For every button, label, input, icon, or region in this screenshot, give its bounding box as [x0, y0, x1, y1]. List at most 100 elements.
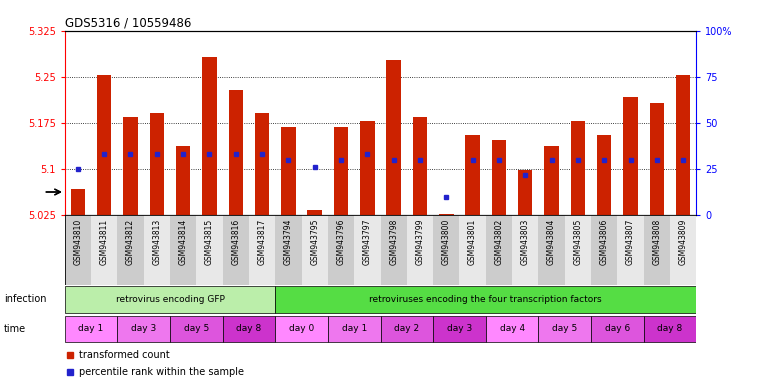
Text: day 8: day 8	[236, 324, 262, 333]
Bar	[433, 316, 486, 342]
Text: day 1: day 1	[342, 324, 367, 333]
Text: GSM943804: GSM943804	[547, 219, 556, 265]
Text: GSM943806: GSM943806	[600, 219, 609, 265]
Bar	[539, 316, 591, 342]
Bar	[644, 215, 670, 285]
Text: GSM943796: GSM943796	[336, 219, 345, 265]
Text: GSM943815: GSM943815	[205, 219, 214, 265]
Bar	[65, 316, 117, 342]
Bar	[676, 75, 690, 215]
Bar	[460, 215, 486, 285]
Bar	[407, 215, 433, 285]
Bar	[623, 97, 638, 215]
Bar	[202, 56, 217, 215]
Text: GSM943795: GSM943795	[310, 219, 319, 265]
Bar	[571, 121, 585, 215]
Text: day 1: day 1	[78, 324, 103, 333]
Text: GSM943801: GSM943801	[468, 219, 477, 265]
Text: day 0: day 0	[289, 324, 314, 333]
Bar	[544, 146, 559, 215]
Text: retrovirus encoding GFP: retrovirus encoding GFP	[116, 295, 224, 304]
Text: GSM943811: GSM943811	[100, 219, 109, 265]
Bar	[565, 215, 591, 285]
Bar	[387, 60, 401, 215]
Text: GSM943812: GSM943812	[126, 219, 135, 265]
Text: infection: infection	[4, 294, 46, 305]
Bar	[591, 215, 617, 285]
Bar	[334, 127, 349, 215]
Bar	[123, 117, 138, 215]
Text: time: time	[4, 324, 26, 334]
Text: GSM943805: GSM943805	[573, 219, 582, 265]
Bar	[196, 215, 222, 285]
Text: GSM943807: GSM943807	[626, 219, 635, 265]
Text: transformed count: transformed count	[78, 350, 170, 360]
Bar	[117, 215, 144, 285]
Text: day 5: day 5	[183, 324, 209, 333]
Bar	[328, 316, 380, 342]
Bar	[281, 127, 295, 215]
Text: GSM943817: GSM943817	[257, 219, 266, 265]
Bar	[439, 214, 454, 215]
Text: day 6: day 6	[605, 324, 630, 333]
Bar	[466, 136, 480, 215]
Bar	[144, 215, 170, 285]
Text: day 8: day 8	[658, 324, 683, 333]
Text: GSM943808: GSM943808	[652, 219, 661, 265]
Text: day 5: day 5	[552, 324, 578, 333]
Text: GSM943797: GSM943797	[363, 219, 372, 265]
Bar	[492, 140, 506, 215]
Bar	[644, 316, 696, 342]
Text: GSM943810: GSM943810	[73, 219, 82, 265]
Bar	[170, 215, 196, 285]
Bar	[249, 215, 275, 285]
Bar	[518, 170, 533, 215]
Text: GSM943803: GSM943803	[521, 219, 530, 265]
Text: GSM943802: GSM943802	[495, 219, 504, 265]
Bar	[275, 316, 328, 342]
Bar	[591, 316, 644, 342]
Bar	[650, 103, 664, 215]
Text: GSM943800: GSM943800	[442, 219, 451, 265]
Bar	[176, 146, 190, 215]
Text: GSM943794: GSM943794	[284, 219, 293, 265]
Bar	[433, 215, 460, 285]
Bar	[65, 215, 91, 285]
Bar	[275, 215, 301, 285]
Text: day 3: day 3	[131, 324, 156, 333]
Bar	[255, 113, 269, 215]
Bar	[65, 286, 275, 313]
Bar	[360, 121, 374, 215]
Bar	[412, 117, 427, 215]
Bar	[275, 286, 696, 313]
Bar	[117, 316, 170, 342]
Bar	[328, 215, 354, 285]
Bar	[71, 189, 85, 215]
Bar	[228, 91, 243, 215]
Text: GSM943816: GSM943816	[231, 219, 240, 265]
Bar	[597, 136, 611, 215]
Text: percentile rank within the sample: percentile rank within the sample	[78, 366, 244, 377]
Text: GSM943799: GSM943799	[416, 219, 425, 265]
Bar	[512, 215, 539, 285]
Bar	[354, 215, 380, 285]
Text: GSM943798: GSM943798	[389, 219, 398, 265]
Text: day 2: day 2	[394, 324, 419, 333]
Bar	[486, 215, 512, 285]
Bar	[380, 215, 407, 285]
Bar	[97, 75, 111, 215]
Text: GSM943809: GSM943809	[679, 219, 688, 265]
Bar	[539, 215, 565, 285]
Bar	[486, 316, 539, 342]
Bar	[223, 215, 249, 285]
Bar	[617, 215, 644, 285]
Bar	[150, 113, 164, 215]
Text: day 3: day 3	[447, 324, 472, 333]
Bar	[91, 215, 117, 285]
Bar	[223, 316, 275, 342]
Text: GSM943814: GSM943814	[179, 219, 188, 265]
Bar	[670, 215, 696, 285]
Bar	[380, 316, 433, 342]
Bar	[301, 215, 328, 285]
Text: GDS5316 / 10559486: GDS5316 / 10559486	[65, 17, 191, 30]
